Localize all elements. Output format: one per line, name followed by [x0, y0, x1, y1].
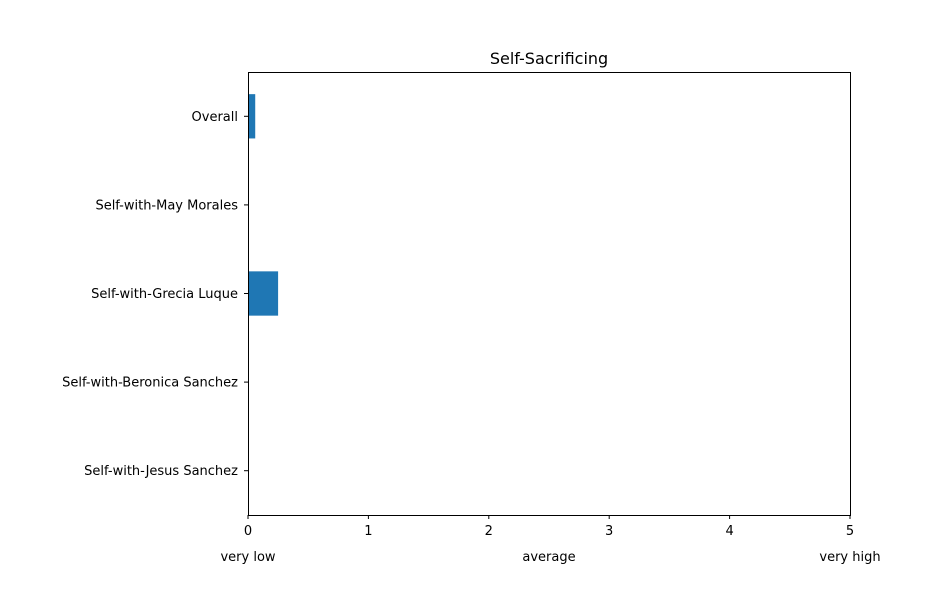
x-tick-label: 3 [605, 524, 613, 539]
x-ticks: 0 1 2 3 4 5 [244, 515, 854, 539]
y-tick-label: Self-with-Beronica Sanchez [62, 376, 238, 391]
chart-title: Self-Sacrificing [490, 49, 608, 68]
bars [248, 94, 279, 316]
y-tick-label: Self-with-Jesus Sanchez [84, 464, 238, 479]
scale-labels: very low average very high [220, 550, 880, 565]
x-tick-label: 5 [846, 524, 854, 539]
y-tick-labels: Overall Self-with-May Morales Self-with-Gr… [62, 110, 248, 479]
scale-label: very low [220, 550, 275, 565]
y-tick-label: Self-with-May Morales [95, 198, 238, 213]
bar [248, 271, 279, 316]
bar [248, 94, 256, 139]
x-tick-label: 2 [485, 524, 493, 539]
scale-label: very high [819, 550, 880, 565]
plot-frame [248, 72, 851, 516]
scale-label: average [522, 550, 575, 565]
x-tick-label: 1 [364, 524, 372, 539]
y-tick-label: Overall [192, 110, 238, 125]
x-tick-label: 4 [725, 524, 733, 539]
x-tick-label: 0 [244, 524, 252, 539]
y-tick-label: Self-with-Grecia Luque [91, 287, 238, 302]
